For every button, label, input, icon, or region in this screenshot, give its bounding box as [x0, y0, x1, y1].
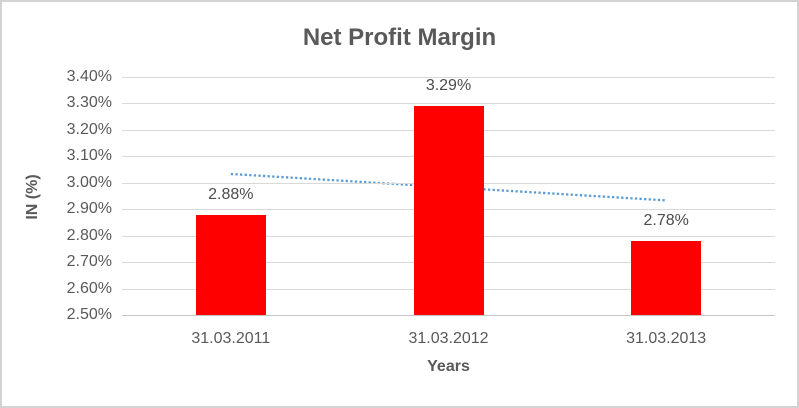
- x-axis-line: [122, 315, 775, 316]
- y-tick-label: 2.70%: [66, 253, 112, 271]
- y-tick-label: 2.60%: [66, 279, 112, 297]
- bar: [413, 106, 484, 315]
- y-tick-label: 3.40%: [66, 68, 112, 85]
- x-category-label: 31.03.2011: [191, 330, 271, 347]
- y-tick-label: 3.30%: [66, 94, 112, 112]
- gridline: [122, 103, 775, 105]
- x-category-label: 31.03.2012: [408, 330, 489, 347]
- y-tick-label: 3.00%: [66, 173, 112, 191]
- y-tick-label: 2.50%: [66, 306, 112, 323]
- y-tick-label: 2.90%: [66, 200, 112, 218]
- bar-data-label: 2.88%: [208, 185, 254, 203]
- chart-title: Net Profit Margin: [302, 24, 497, 51]
- gridline: [122, 77, 775, 78]
- x-axis-title: Years: [427, 358, 470, 375]
- bar: [631, 240, 702, 315]
- bar-data-label: 3.29%: [425, 77, 472, 95]
- y-tick-label: 3.20%: [66, 120, 112, 138]
- y-tick-label: 2.80%: [66, 226, 112, 244]
- y-tick-label: 3.10%: [66, 147, 112, 165]
- bar-data-label: 2.78%: [643, 211, 689, 229]
- bar: [195, 214, 266, 315]
- x-category-label: 31.03.2013: [626, 330, 707, 347]
